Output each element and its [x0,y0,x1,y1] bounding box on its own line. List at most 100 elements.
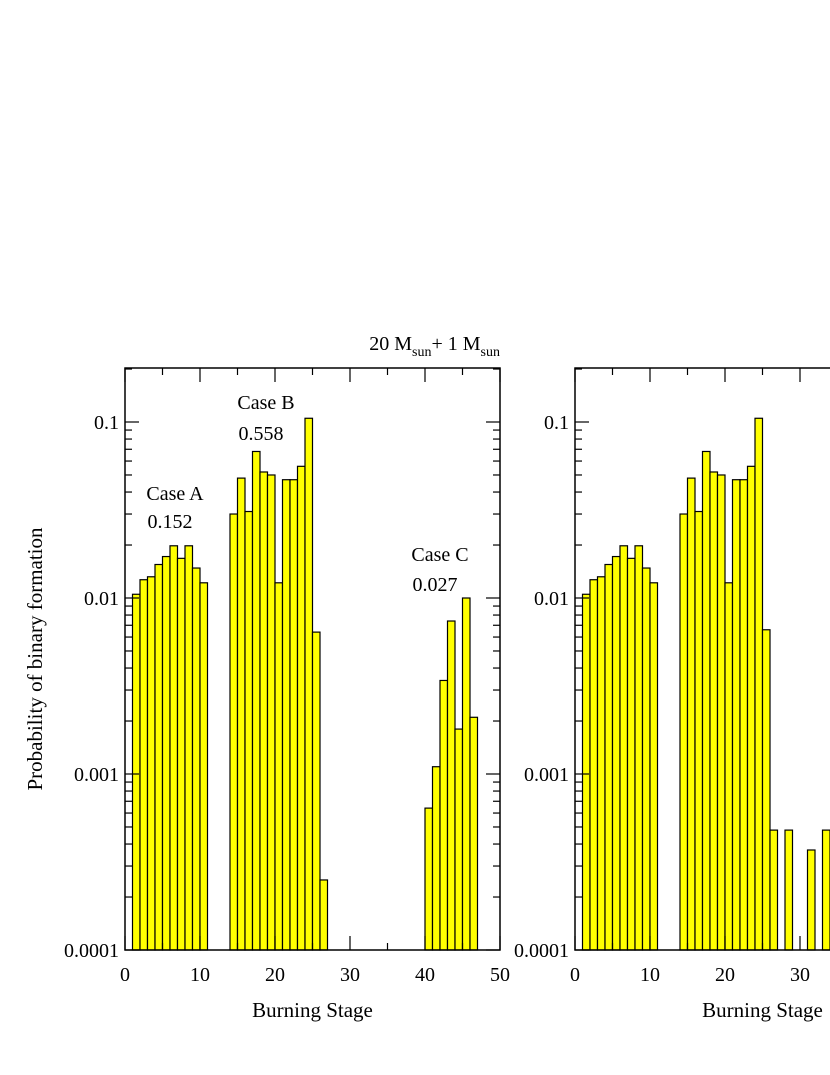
bar [259,471,269,951]
bar [439,679,449,951]
x-tick-label: 10 [640,964,660,986]
bar [311,631,321,951]
bar [716,474,726,951]
bar [686,477,696,951]
bar [184,545,194,951]
x-tick-label: 50 [490,964,510,986]
bar [709,471,719,951]
y-tick-label: 0.0001 [514,940,569,962]
bar [304,417,314,951]
bar [244,510,254,951]
bar [176,557,186,951]
x-ticks [574,368,801,950]
x-tick-label: 0 [120,964,130,986]
bar [319,879,329,951]
bar [581,593,591,951]
y-tick-label: 0.001 [74,764,119,786]
y-tick-labels: 0.0001 0.001 0.01 0.1 [514,412,569,962]
y-tick-label: 0.0001 [64,940,119,962]
bar [694,510,704,951]
bar [161,555,171,951]
bar [821,829,830,951]
bar [169,545,179,951]
y-tick-label: 0.01 [84,588,119,610]
bar [604,563,614,951]
bar [139,579,149,951]
bar [146,576,156,951]
y-tick-label: 0.001 [524,764,569,786]
bar [619,545,629,951]
annotation-label: Case B [237,392,294,414]
bar [784,829,794,951]
bar [596,576,606,951]
y-tick-label: 0.1 [94,412,119,434]
x-tick-label: 30 [340,964,360,986]
bar [679,513,689,951]
bar [469,716,479,951]
bar [424,807,434,951]
bar [806,849,816,951]
bar [731,479,741,951]
annotation-value: 0.027 [413,574,458,596]
bar [431,766,441,951]
x-tick-label: 40 [415,964,435,986]
bar [626,557,636,951]
bar [746,465,756,951]
x-axis-title: Burning Stage [252,998,373,1022]
bar [649,582,659,951]
annotation-label: Case A [146,483,204,505]
annotations: Case A 0.152 Case B 0.558 Case C 0.027 [146,392,468,596]
bar [289,479,299,951]
y-ticks [125,368,500,951]
bar [739,479,749,951]
bar [274,582,284,951]
title-text: 20 M [369,333,412,355]
bar [154,563,164,951]
bar [454,728,464,951]
x-tick-label: 20 [715,964,735,986]
x-axis-title: Burning Stage [702,998,823,1022]
bar [589,579,599,951]
annotation-label: Case C [411,544,468,566]
chart-panel-1: 0.0001 0.001 0.01 0.1 0 10 20 30 40 50 Burning Sta… [23,333,510,1022]
y-tick-label: 0.01 [534,588,569,610]
title-subscript: sun [412,345,431,360]
bar [266,474,276,951]
bar [229,513,239,951]
bar [634,545,644,951]
bar [191,567,201,951]
annotation-value: 0.558 [239,423,284,445]
bar [199,582,209,951]
bar [611,555,621,951]
x-tick-label: 10 [190,964,210,986]
y-axis-title: Probability of binary formation [23,527,47,791]
bar [236,477,246,951]
bar [724,582,734,951]
x-tick-labels: 0 10 20 30 40 50 [120,964,510,986]
bar [281,479,291,951]
bar [761,629,771,951]
panel-title: 20 Msun+ 1 Msun [369,333,500,360]
title-subscript: sun [481,345,500,360]
y-tick-labels: 0.0001 0.001 0.01 0.1 [64,412,119,962]
y-ticks [575,368,589,951]
bar [641,567,651,951]
y-tick-label: 0.1 [544,412,569,434]
title-text: + 1 M [431,333,480,355]
bar [769,829,779,951]
bar [446,620,456,951]
x-tick-label: 0 [570,964,580,986]
bar [701,450,711,951]
bar [251,450,261,951]
annotation-value: 0.152 [148,511,193,533]
x-tick-labels: 0 10 20 30 [570,964,810,986]
bar [461,597,471,951]
bar [754,417,764,951]
bars [581,417,830,951]
x-tick-label: 20 [265,964,285,986]
bar [296,465,306,951]
bars [131,417,479,951]
bar [131,593,141,951]
